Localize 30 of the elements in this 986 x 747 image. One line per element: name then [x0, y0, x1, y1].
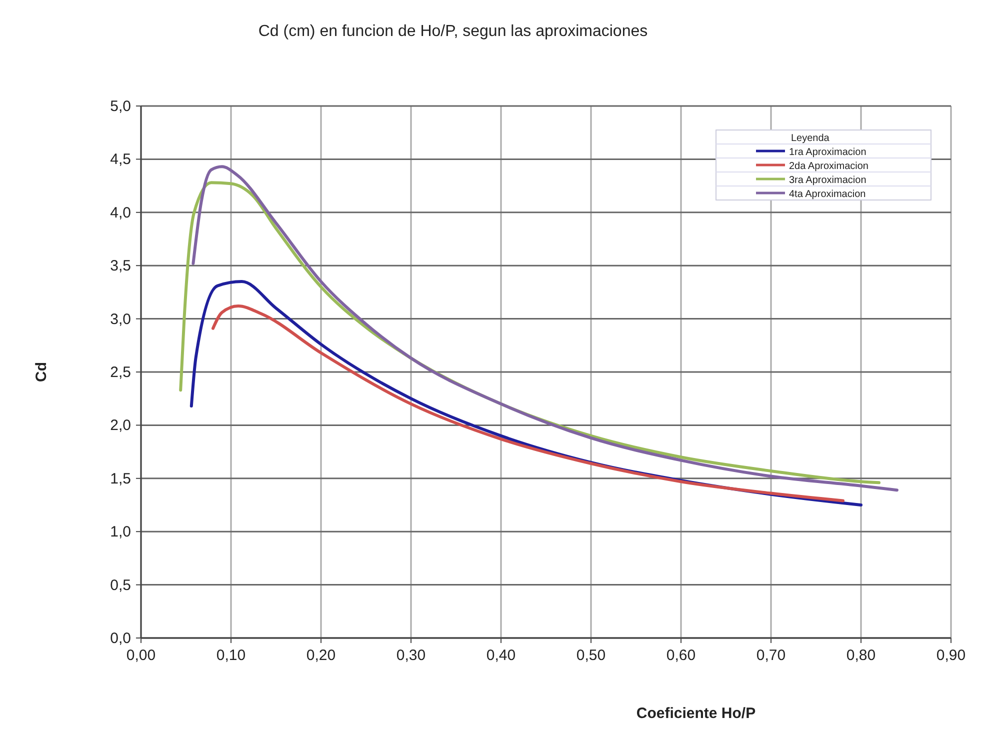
y-tick-label: 4,0: [110, 204, 131, 222]
line-series: [212, 304, 844, 502]
y-tick-label: 3,0: [110, 310, 131, 328]
x-tick-label: 0,40: [486, 647, 516, 664]
x-tick-label: 0,10: [216, 647, 246, 664]
x-axis-title: Coeficiente Ho/P: [636, 705, 756, 722]
x-tick-label: 0,80: [846, 647, 876, 664]
y-tick-label: 0,5: [110, 576, 131, 594]
y-tick-label: 2,0: [110, 417, 131, 434]
y-axis-title: Cd: [33, 362, 50, 382]
y-tick-label: 1,0: [110, 524, 131, 541]
legend-label: 2da Aproximacion: [789, 161, 868, 172]
y-tick-label: 0,0: [110, 630, 131, 647]
y-tick-label: 4,5: [110, 151, 131, 168]
legend-label: 4ta Aproximacion: [789, 189, 866, 200]
x-tick-label: 0,60: [666, 647, 696, 664]
x-tick-label: 0,50: [576, 647, 606, 664]
x-tick-label: 0,90: [936, 647, 966, 664]
x-tick-label: 0,00: [126, 647, 156, 664]
y-tick-label: 5,0: [110, 98, 131, 115]
y-tick-label: 3,5: [110, 258, 131, 275]
y-tick-label: 2,5: [110, 364, 131, 381]
chart-title: Cd (cm) en funcion de Ho/P, segun las aproximaciones: [258, 23, 648, 40]
legend-label: 1ra Aproximacion: [789, 147, 866, 158]
legend-title: Leyenda: [791, 133, 830, 144]
legend-label: 3ra Aproximacion: [789, 175, 866, 186]
x-tick-label: 0,70: [756, 647, 786, 664]
y-tick-label: 1,5: [110, 470, 131, 488]
x-tick-label: 0,30: [396, 647, 426, 664]
x-tick-label: 0,20: [306, 647, 336, 664]
